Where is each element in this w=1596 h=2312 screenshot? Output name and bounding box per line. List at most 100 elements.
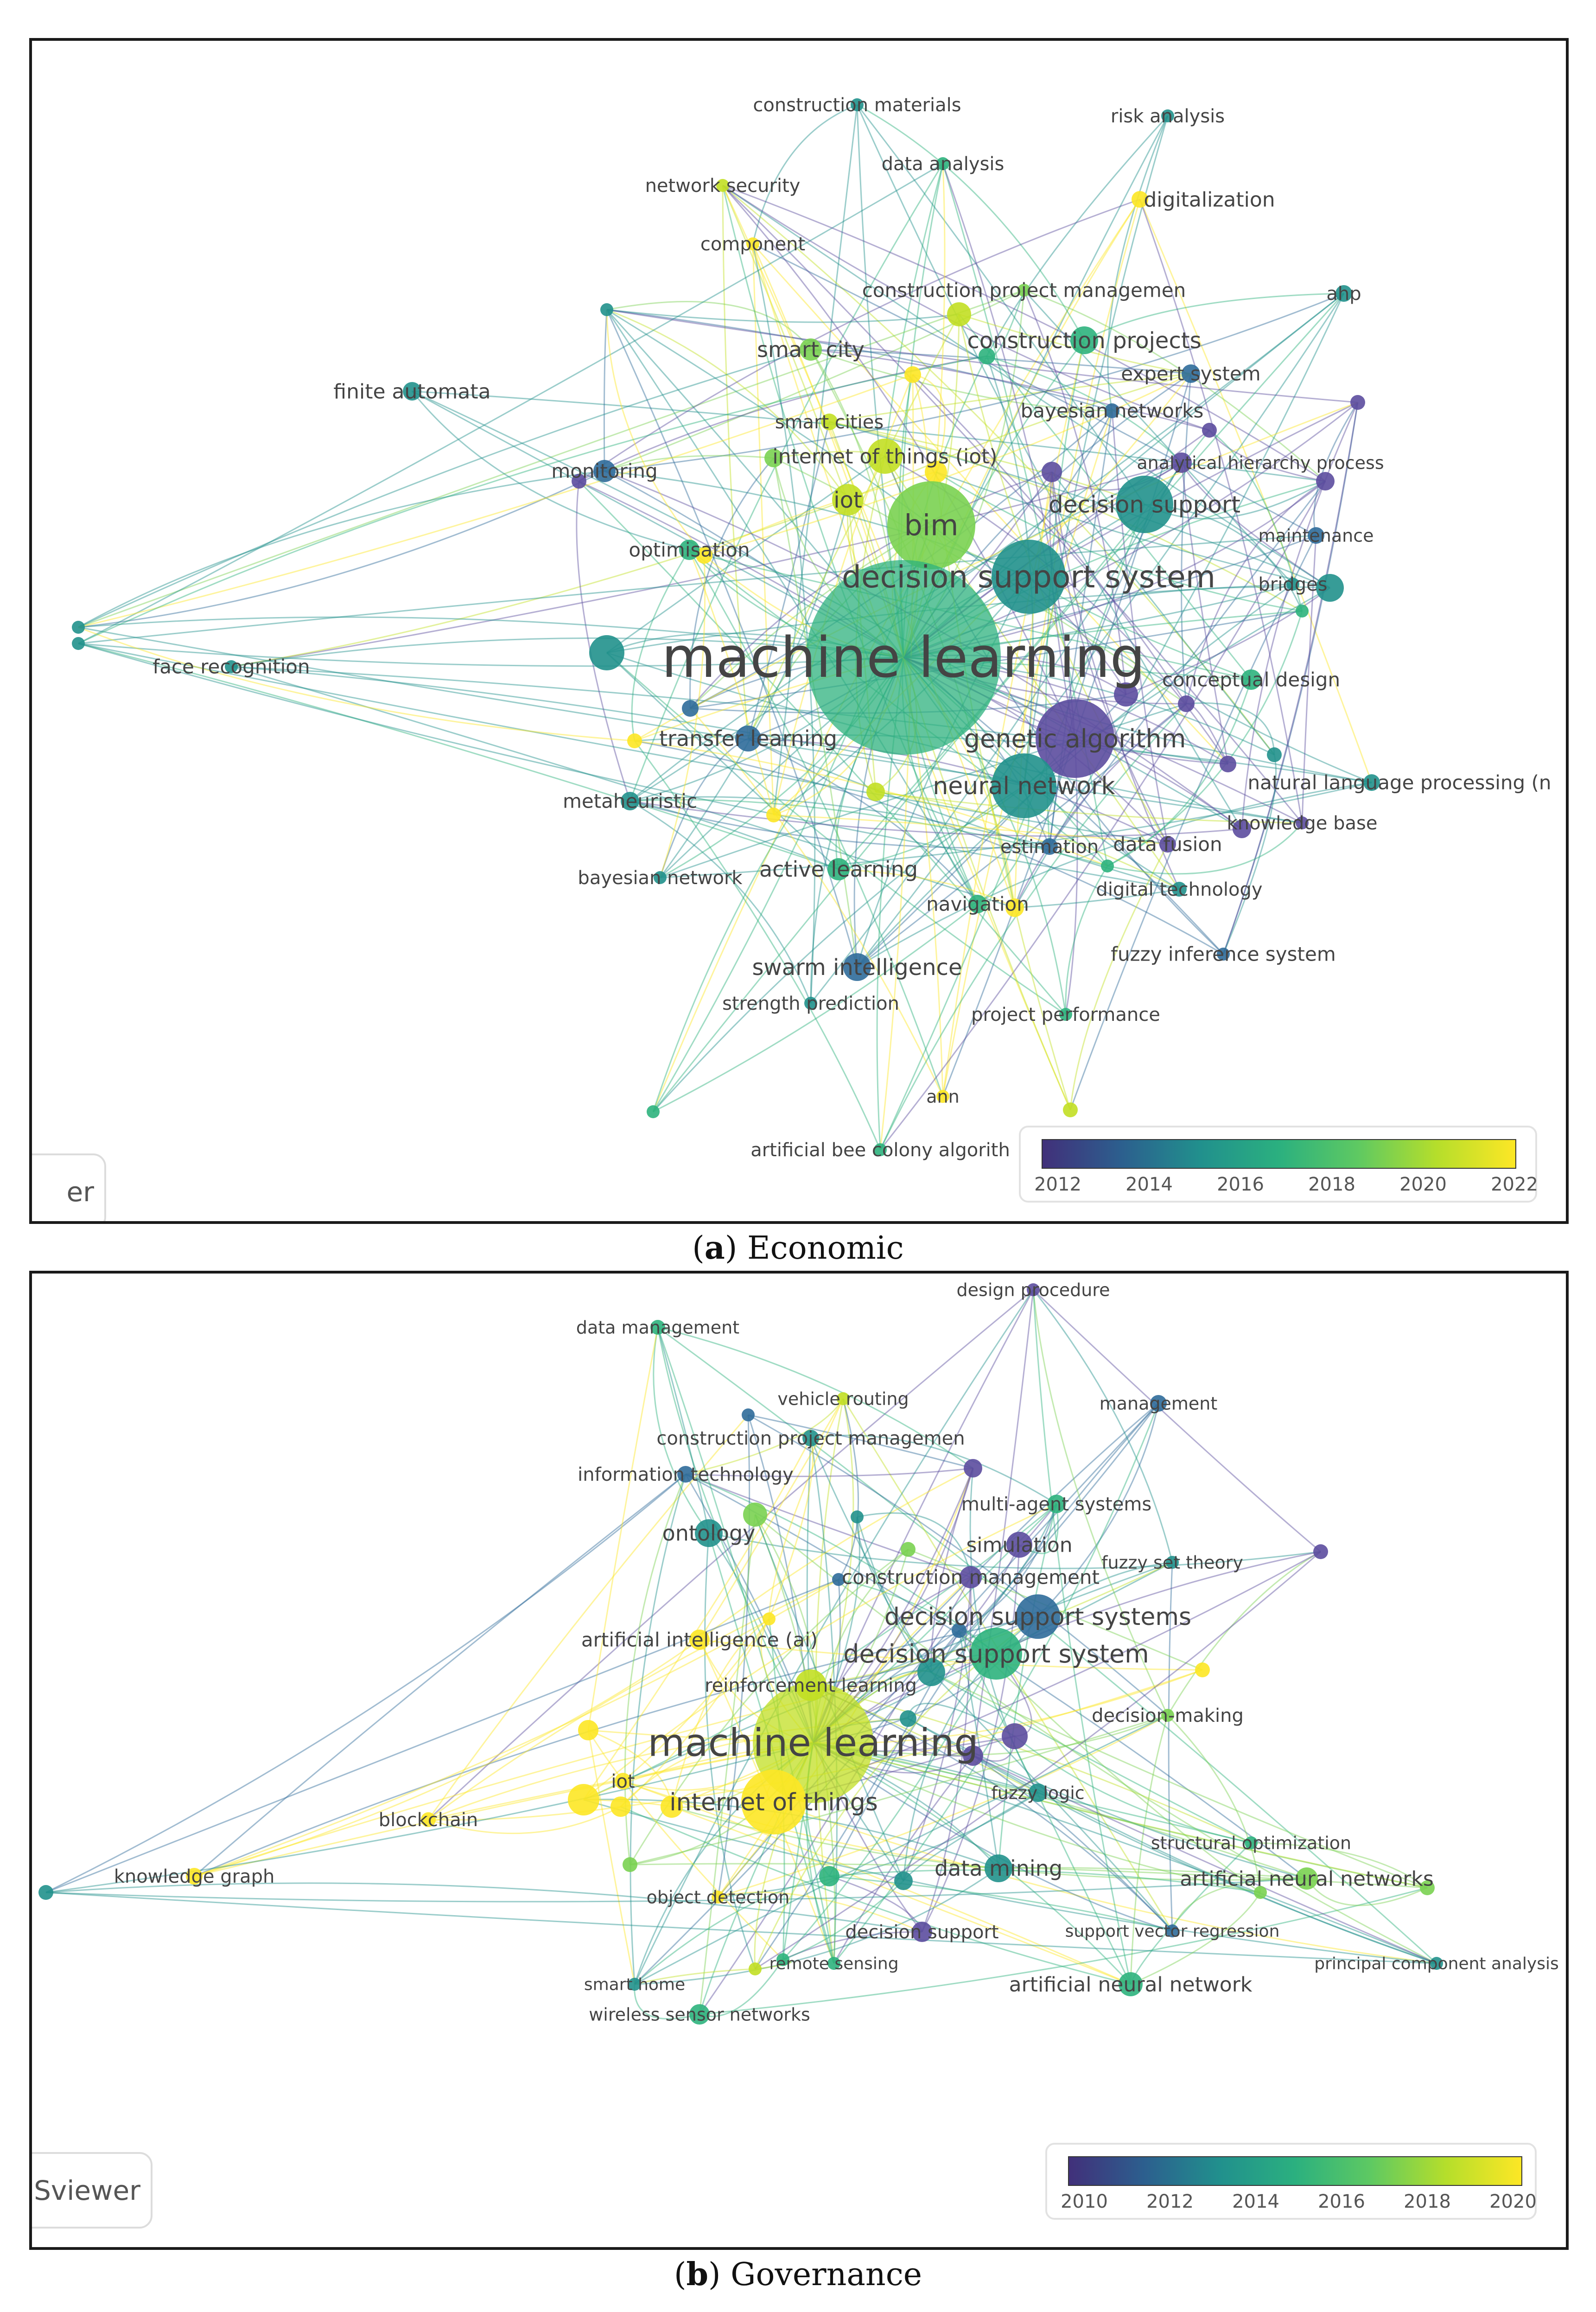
keyword-node-smart-city[interactable] [800,338,822,361]
keyword-node-principal-component-analysis[interactable] [1430,1957,1443,1970]
keyword-node[interactable] [904,366,921,383]
keyword-node-wireless-sensor-networks[interactable] [689,2004,710,2025]
keyword-node-construction-projects[interactable] [1070,326,1098,354]
keyword-node-smart-cities[interactable] [821,414,838,430]
keyword-node[interactable] [763,1612,776,1625]
keyword-node-artificial-intelligence-ai[interactable] [689,1630,710,1650]
keyword-node-multi-agent-systems[interactable] [1047,1495,1066,1513]
keyword-node-expert-system[interactable] [1182,364,1200,383]
keyword-node[interactable] [38,1885,53,1900]
keyword-node-bayesian-network[interactable] [654,871,667,884]
keyword-node[interactable] [749,1962,762,1975]
keyword-node[interactable] [1350,395,1365,410]
keyword-node[interactable] [776,1953,789,1966]
keyword-node-data-fusion[interactable] [1159,836,1176,853]
keyword-node-maintenance[interactable] [1308,527,1324,544]
keyword-node[interactable] [72,637,85,650]
keyword-node[interactable] [1114,682,1138,707]
keyword-node-construction-management[interactable] [960,1566,982,1588]
keyword-node-knowledge-graph[interactable] [186,1868,203,1885]
keyword-node-fuzzy-inference-system[interactable] [1217,948,1230,961]
keyword-node[interactable] [832,1573,845,1586]
keyword-node-construction-materials[interactable] [851,98,864,111]
keyword-node-data-mining[interactable] [985,1854,1012,1882]
keyword-node[interactable] [851,1510,864,1523]
keyword-node[interactable] [743,1503,767,1527]
keyword-node[interactable] [568,1784,599,1815]
keyword-node-simulation[interactable] [1006,1532,1032,1558]
keyword-node[interactable] [979,348,995,364]
keyword-node-artificial-neural-networks[interactable] [1296,1867,1318,1890]
keyword-node-internet-of-things[interactable] [741,1770,806,1834]
keyword-node-structural-optimization[interactable] [1245,1836,1258,1849]
keyword-node-bim[interactable] [887,481,975,569]
keyword-node[interactable] [696,547,712,564]
keyword-node-bayesian-networks[interactable] [1105,403,1119,418]
keyword-node-natural-language-processing-n[interactable] [1363,774,1380,791]
keyword-node-information-technology[interactable] [677,1466,694,1483]
keyword-node[interactable] [600,303,613,316]
keyword-node-metaheuristic[interactable] [621,792,639,810]
keyword-node[interactable] [917,1658,945,1686]
keyword-node[interactable] [742,1408,755,1421]
keyword-node-ontology[interactable] [695,1519,723,1547]
keyword-node[interactable] [1267,747,1282,762]
keyword-node-decision-support-system[interactable] [970,1628,1022,1680]
keyword-node[interactable] [925,461,947,483]
keyword-node[interactable] [1233,820,1251,838]
keyword-node[interactable] [952,1623,967,1638]
keyword-node[interactable] [894,1872,913,1890]
keyword-node[interactable] [947,302,971,326]
keyword-node-active-learning[interactable] [827,858,850,880]
keyword-node-network-security[interactable] [716,179,729,192]
keyword-node[interactable] [764,449,783,467]
keyword-node-transfer-learning[interactable] [735,726,761,752]
keyword-node-smart-home[interactable] [628,1978,641,1991]
keyword-node-support-vector-regression[interactable] [1166,1924,1179,1937]
keyword-node-swarm-intelligence[interactable] [843,953,871,981]
keyword-node-decision-support[interactable] [912,1922,932,1942]
keyword-node[interactable] [1002,1723,1028,1749]
keyword-node-estimation[interactable] [1041,838,1058,855]
keyword-node[interactable] [1316,574,1344,602]
keyword-node[interactable] [1254,1886,1267,1899]
keyword-node[interactable] [572,474,586,489]
keyword-node[interactable] [866,783,885,801]
keyword-node-finite-automata[interactable] [403,382,421,401]
keyword-node[interactable] [963,1745,983,1766]
keyword-node-object-detection[interactable] [712,1891,725,1904]
keyword-node[interactable] [1220,756,1236,772]
keyword-node-blockchain[interactable] [421,1812,436,1827]
keyword-node-internet-of-things-iot[interactable] [867,439,903,474]
keyword-node[interactable] [1420,1880,1435,1895]
keyword-node-vehicle-routing[interactable] [837,1392,850,1405]
keyword-node-neural-network[interactable] [992,753,1056,818]
keyword-node[interactable] [901,1542,916,1557]
keyword-node[interactable] [1042,462,1062,482]
keyword-node[interactable] [819,1866,839,1886]
keyword-node-conceptual-design[interactable] [1241,669,1261,690]
keyword-node[interactable] [1178,695,1195,712]
keyword-node-decision-support-systems[interactable] [1016,1594,1060,1639]
keyword-node[interactable] [1202,423,1217,438]
keyword-node-fuzzy-set-theory[interactable] [1166,1556,1179,1569]
keyword-node-decision-support-system[interactable] [992,540,1066,614]
vosviewer-tab[interactable]: er [32,1153,106,1221]
keyword-node[interactable] [1316,472,1335,490]
keyword-node-project-performance[interactable] [1059,1008,1072,1021]
keyword-node-data-management[interactable] [650,1320,665,1335]
keyword-node-digitalization[interactable] [1132,191,1148,208]
keyword-node-data-analysis[interactable] [936,157,949,170]
keyword-node-iot[interactable] [615,1773,631,1790]
keyword-node-ahp[interactable] [1335,285,1352,302]
keyword-node-monitoring[interactable] [593,460,616,482]
keyword-node-knowledge-base[interactable] [1296,816,1309,829]
keyword-node[interactable] [1195,1662,1210,1677]
keyword-node-artificial-bee-colony-algorith[interactable] [874,1143,887,1156]
keyword-node[interactable] [1313,1544,1328,1559]
keyword-node[interactable] [1101,860,1114,873]
keyword-node-risk-analysis[interactable] [1161,109,1174,122]
keyword-node-design-procedure[interactable] [1027,1283,1040,1296]
keyword-node[interactable] [900,1710,916,1727]
keyword-node-ann[interactable] [936,1090,949,1103]
